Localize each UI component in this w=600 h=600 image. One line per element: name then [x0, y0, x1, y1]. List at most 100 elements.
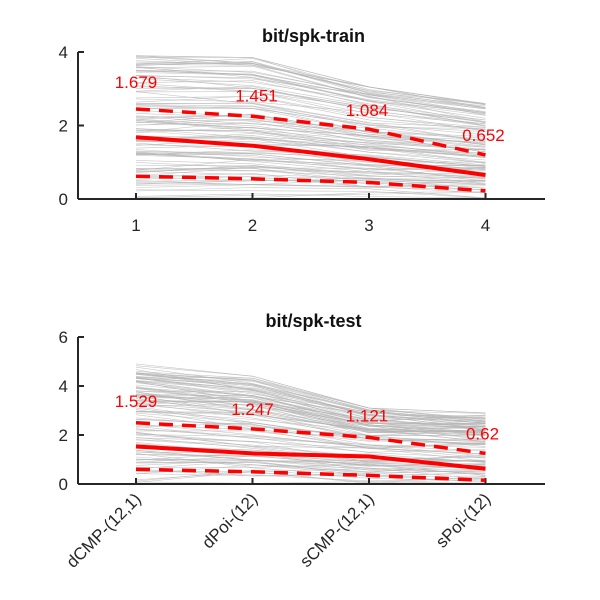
trace-line	[135, 459, 486, 470]
trace-line	[135, 86, 486, 127]
mean-value-label: 1.121	[346, 406, 389, 425]
trace-line	[135, 116, 486, 146]
trace-line	[135, 406, 486, 440]
trace-line	[135, 378, 486, 426]
trace-line	[135, 162, 486, 179]
trace-line	[135, 394, 486, 434]
trace-line	[135, 91, 486, 121]
individual-traces	[135, 363, 486, 484]
trace-line	[135, 400, 486, 433]
trace-line	[135, 135, 486, 164]
x-tick-label: 3	[364, 216, 373, 235]
trace-line	[135, 189, 486, 199]
trace-line	[135, 376, 486, 422]
chart-title: bit/spk-test	[265, 311, 361, 331]
trace-line	[135, 118, 486, 151]
trace-line	[135, 118, 486, 143]
trace-line	[135, 471, 486, 484]
trace-line	[135, 130, 486, 156]
trace-line	[135, 481, 486, 484]
chart-title: bit/spk-train	[262, 26, 365, 46]
trace-line	[135, 77, 486, 116]
trace-line	[135, 91, 486, 128]
trace-line	[135, 104, 486, 145]
mean-value-label: 0.652	[462, 126, 505, 145]
trace-line	[135, 70, 486, 123]
trace-line	[135, 72, 486, 124]
upper-bound-line	[135, 107, 486, 157]
mean-line	[135, 135, 486, 177]
individual-traces	[135, 55, 486, 199]
trace-line	[135, 119, 486, 144]
x-tick-label: sPoi-(12)	[432, 489, 494, 551]
y-tick-label: 4	[59, 377, 68, 396]
trace-line	[135, 126, 486, 154]
trace-line	[135, 431, 486, 462]
trace-line	[135, 86, 486, 125]
upper-bound-line	[135, 421, 486, 456]
trace-line	[135, 402, 486, 437]
trace-line	[135, 409, 486, 442]
trace-line	[135, 108, 486, 142]
x-tick-label: 2	[248, 216, 257, 235]
trace-line	[135, 135, 486, 154]
trace-line	[135, 372, 486, 414]
trace-line	[135, 98, 486, 132]
trace-line	[135, 473, 486, 483]
trace-line	[135, 184, 486, 190]
mean-value-label: 1.451	[235, 86, 278, 105]
trace-line	[135, 394, 486, 434]
train-panel: bit/spk-train 0 2 4 1 2 3 4 1.679 1.451 1.084 0.652	[59, 26, 545, 235]
trace-line	[135, 165, 486, 179]
trace-line	[135, 171, 486, 185]
trace-line	[135, 377, 486, 424]
trace-line	[135, 458, 486, 473]
trace-line	[135, 414, 486, 449]
mean-value-label: 1.679	[115, 73, 158, 92]
y-tick-label: 6	[59, 328, 68, 347]
x-tick-label: 4	[481, 216, 490, 235]
x-tick-label: 1	[131, 216, 140, 235]
trace-line	[135, 180, 486, 187]
trace-line	[135, 192, 486, 198]
trace-line	[135, 65, 486, 113]
lower-bound-line	[135, 467, 486, 483]
trace-line	[135, 363, 486, 421]
trace-line	[135, 453, 486, 476]
trace-line	[135, 56, 486, 104]
y-tick-label: 0	[59, 190, 68, 209]
trace-line	[135, 371, 486, 414]
x-tick-label: dPoi-(12)	[198, 489, 261, 552]
trace-line	[135, 60, 486, 108]
trace-line	[136, 191, 486, 199]
y-tick-label: 4	[59, 43, 68, 62]
trace-line	[135, 410, 486, 442]
trace-line	[135, 153, 486, 171]
mean-value-label: 0.62	[466, 424, 499, 443]
trace-line	[135, 452, 486, 473]
trace-line	[135, 166, 486, 178]
trace-line	[135, 167, 486, 189]
x-tick-label: dCMP-(12,1)	[63, 489, 145, 571]
test-panel: bit/spk-test 0 2 4 6 dCMP-(12,1) dPoi-(12) sCMP…	[59, 311, 545, 572]
trace-line	[135, 428, 486, 459]
trace-line	[135, 137, 486, 161]
trace-line	[135, 401, 486, 441]
y-tick-label: 0	[59, 475, 68, 494]
trace-line	[135, 193, 486, 199]
trace-line	[135, 429, 486, 447]
trace-line	[135, 451, 486, 471]
mean-line	[135, 444, 486, 471]
mean-value-label: 1.247	[231, 400, 274, 419]
trace-line	[135, 75, 486, 122]
lower-bound-line	[135, 174, 486, 193]
trace-line	[135, 57, 486, 105]
mean-value-label: 1.529	[115, 392, 158, 411]
trace-line	[135, 105, 486, 139]
trace-line	[135, 160, 486, 176]
trace-line	[135, 96, 486, 131]
trace-line	[135, 407, 486, 448]
trace-line	[135, 55, 486, 109]
mean-value-label: 1.084	[346, 101, 389, 120]
